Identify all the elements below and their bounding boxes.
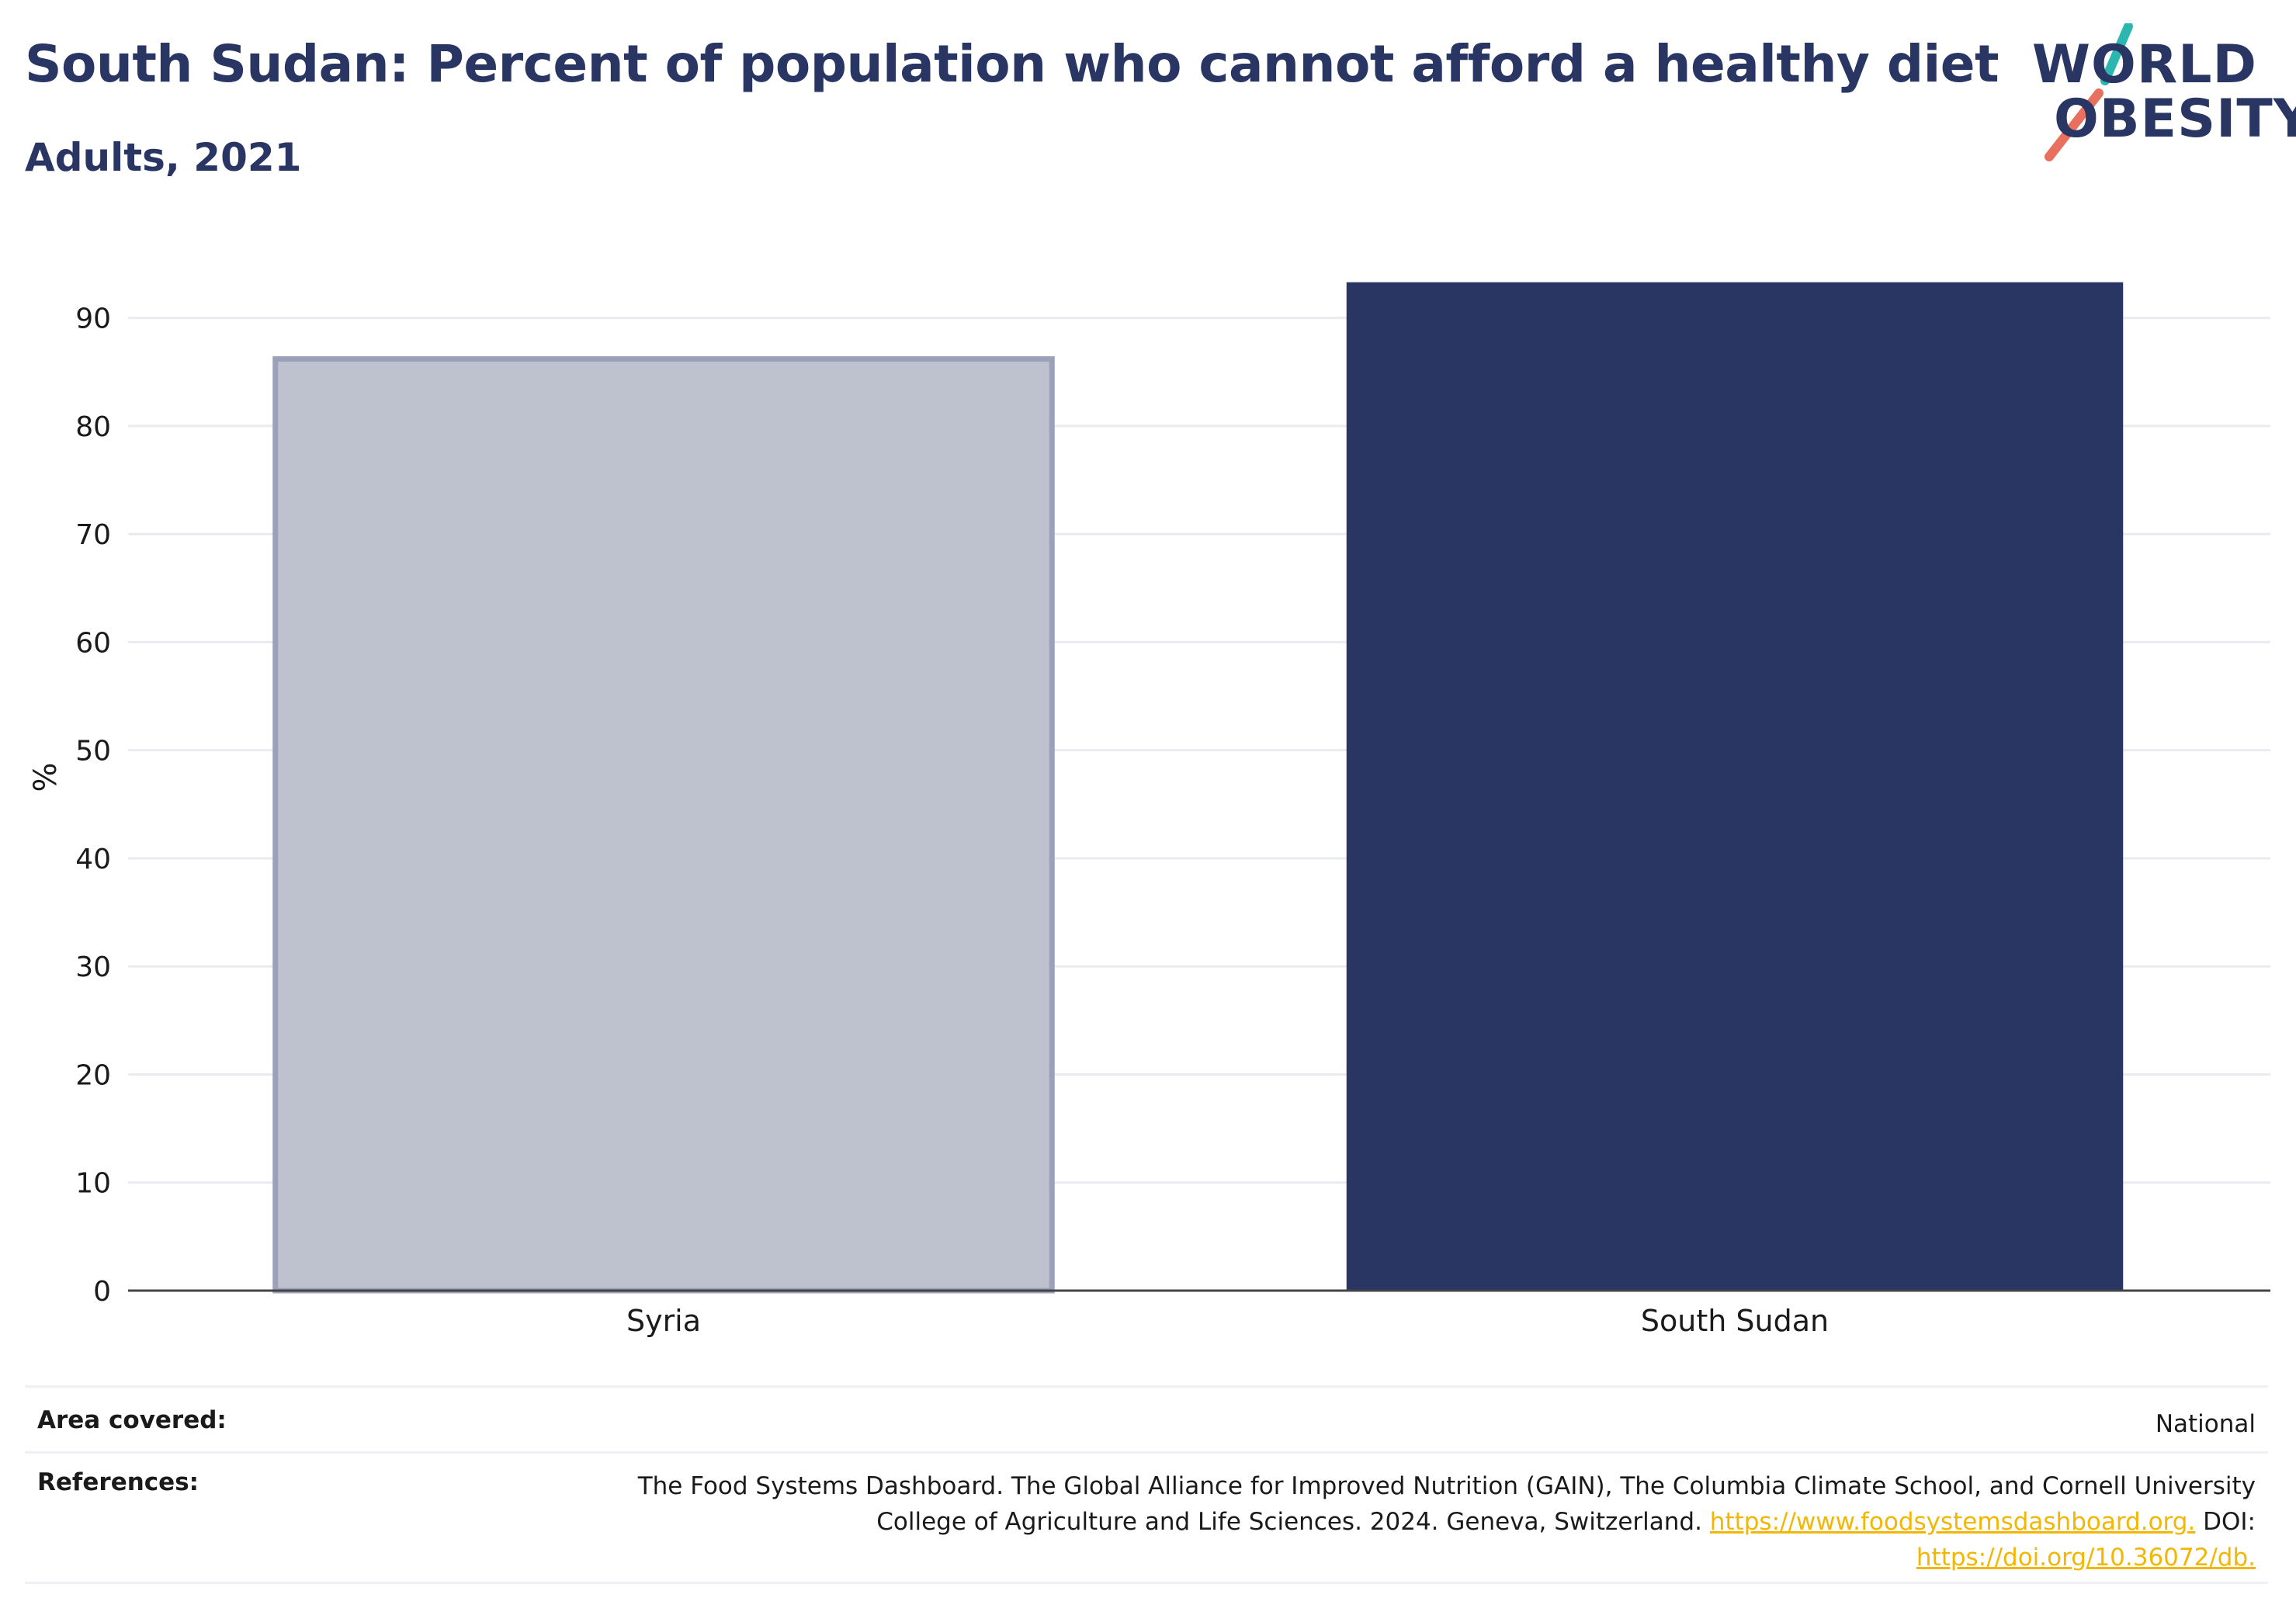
y-tick-label: 30 (75, 951, 111, 983)
y-tick-label: 20 (75, 1059, 111, 1091)
y-tick-label: 50 (75, 736, 111, 768)
y-tick-label: 80 (75, 411, 111, 443)
y-tick-label: 0 (93, 1276, 111, 1308)
area-covered-value: National (2155, 1410, 2256, 1438)
doi-link[interactable]: https://doi.org/10.36072/db. (1916, 1544, 2256, 1572)
references-label: References: (37, 1468, 199, 1496)
food-systems-dashboard-link[interactable]: https://www.foodsystemsdashboard.org. (1709, 1508, 2196, 1536)
y-tick-labels: 0 10 20 30 40 50 60 70 80 90 (75, 303, 111, 1308)
world-obesity-logo[interactable]: WORLD OBESITY (2018, 23, 2296, 163)
references-line1: The Food Systems Dashboard. The Global A… (637, 1472, 2256, 1500)
bar-syria[interactable] (272, 356, 1055, 1294)
bars (272, 282, 2124, 1294)
logo-word-world: WORLD (2032, 34, 2257, 95)
meta-divider-middle (25, 1451, 2268, 1454)
x-tick-label: Syria (626, 1304, 701, 1338)
y-tick-label: 60 (75, 627, 111, 659)
x-tick-label: South Sudan (1641, 1304, 1829, 1338)
y-tick-label: 10 (75, 1168, 111, 1200)
logo-word-obesity: OBESITY (2054, 88, 2296, 150)
references-row: References: The Food Systems Dashboard. … (25, 1468, 2268, 1585)
doi-prefix: DOI: (2203, 1508, 2256, 1536)
area-covered-row: Area covered: National (25, 1406, 2268, 1445)
area-covered-label: Area covered: (37, 1406, 227, 1434)
y-tick-label: 70 (75, 519, 111, 551)
references-line2: College of Agriculture and Life Sciences… (876, 1508, 1702, 1536)
meta-divider-bottom (25, 1582, 2268, 1584)
meta-divider-top (25, 1385, 2268, 1388)
bar-chart: 0 10 20 30 40 50 60 70 80 90 Syria South Sudan % (28, 282, 2270, 1338)
bar-south-sudan[interactable] (1346, 282, 2124, 1291)
x-tick-labels: Syria South Sudan (626, 1304, 1829, 1338)
references-text: The Food Systems Dashboard. The Global A… (638, 1468, 2256, 1575)
chart-subtitle: Adults, 2021 (25, 135, 302, 180)
y-axis-label: % (28, 762, 64, 792)
y-tick-label: 90 (75, 303, 111, 335)
y-tick-label: 40 (75, 844, 111, 875)
logo-slash-icon (2045, 23, 2133, 161)
chart-title: South Sudan: Percent of population who c… (25, 34, 1999, 94)
